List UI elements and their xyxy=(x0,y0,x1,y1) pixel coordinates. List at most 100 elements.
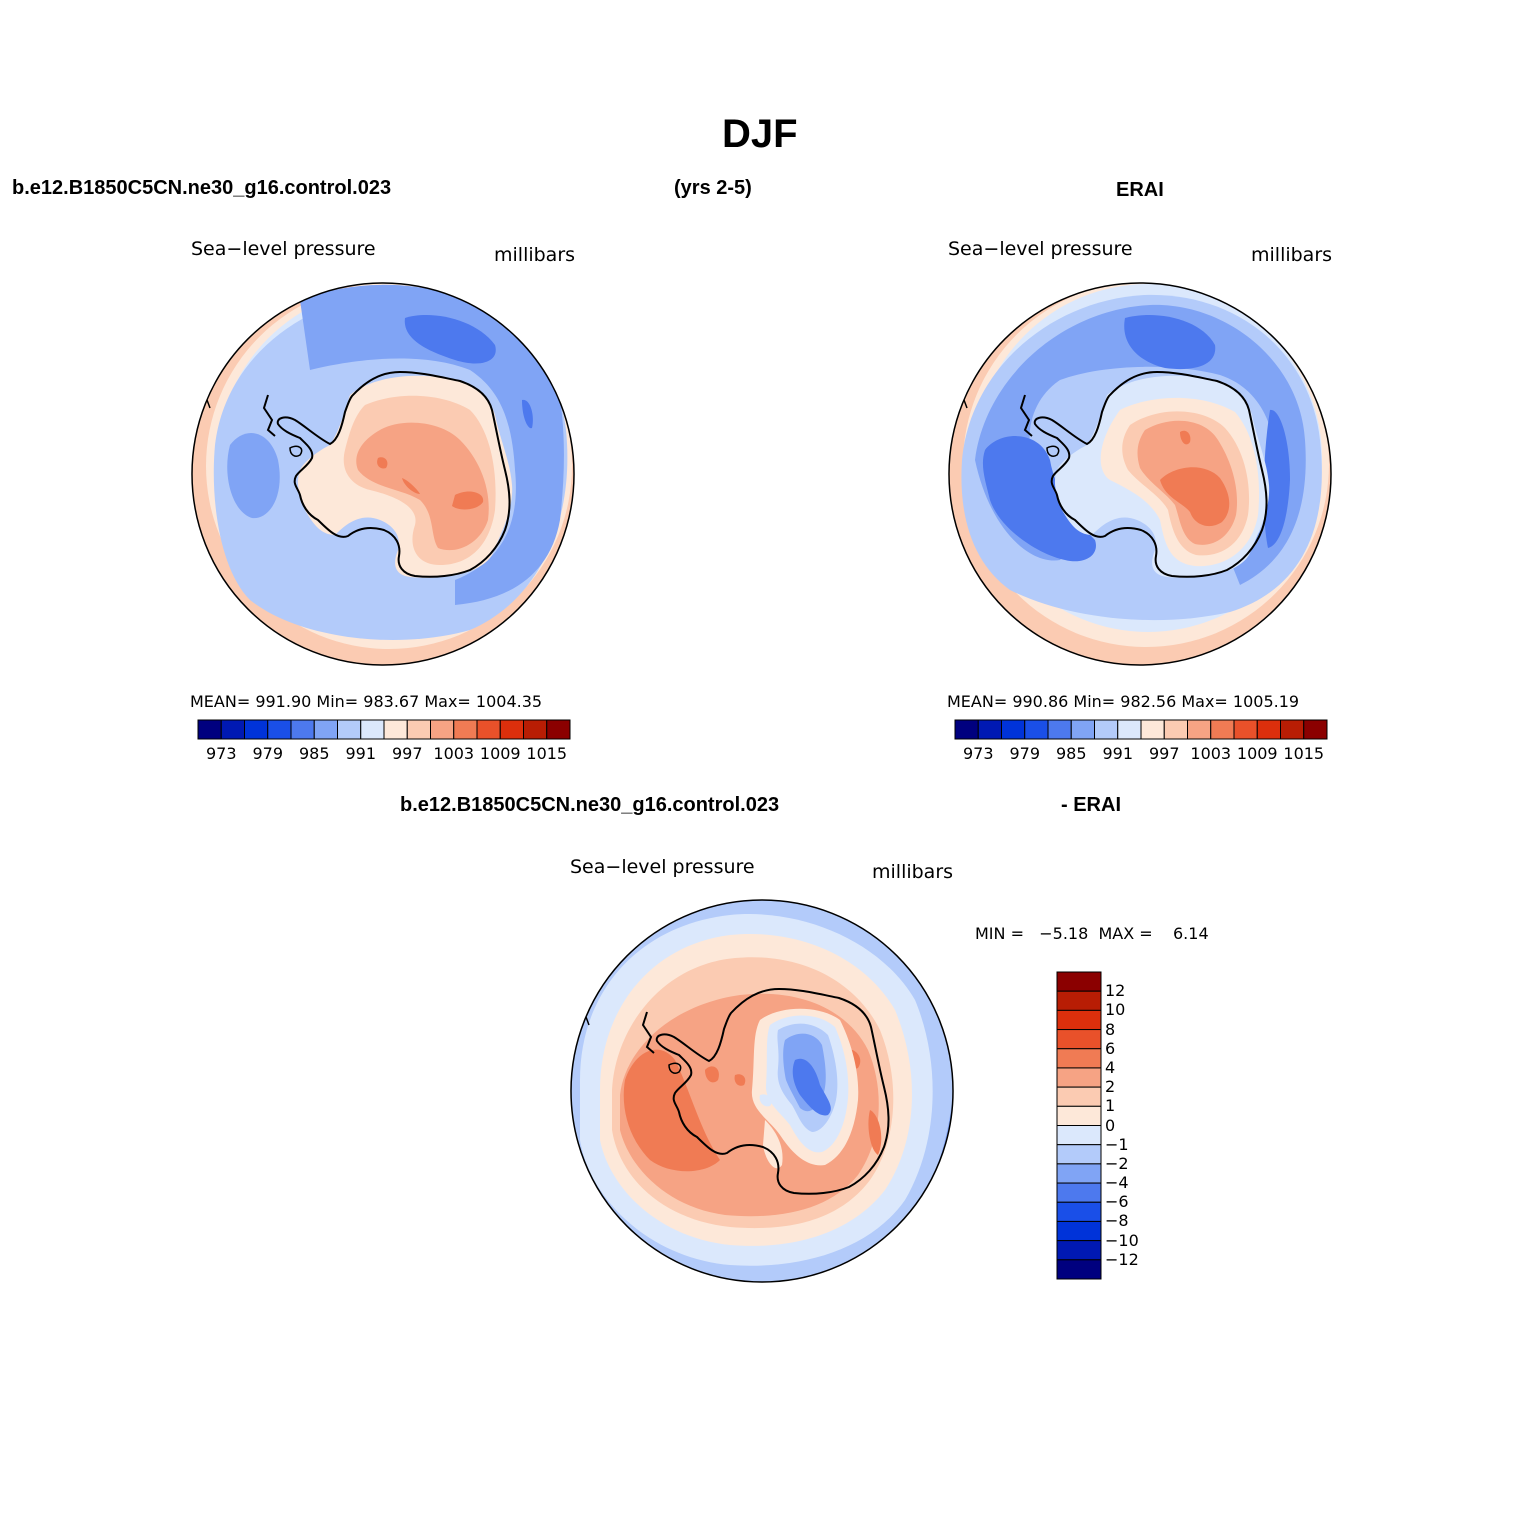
diff-colorbar-swatch xyxy=(1056,1067,1102,1088)
diff-colorbar-tick-label: 8 xyxy=(1105,1019,1116,1039)
obs-variable-label: Sea−level pressure xyxy=(948,238,1133,260)
diff-colorbar-tick-label: −10 xyxy=(1105,1230,1139,1250)
model-units-label: millibars xyxy=(494,244,576,266)
model-variable-label: Sea−level pressure xyxy=(191,238,376,260)
diff-colorbar-tick-label: −4 xyxy=(1105,1173,1129,1193)
obs-units-label: millibars xyxy=(1251,244,1333,266)
obs-colorbar-tick-label: 991 xyxy=(1102,744,1134,763)
obs-stats: MEAN= 990.86 Min= 982.56 Max= 1005.19 xyxy=(947,692,1300,711)
model-colorbar-tick-label: 1009 xyxy=(479,744,521,763)
diff-colorbar-tick-label: 1 xyxy=(1105,1096,1116,1116)
model-colorbar-swatch xyxy=(406,719,431,740)
model-colorbar-swatch xyxy=(290,719,315,740)
model-colorbar-swatch xyxy=(267,719,292,740)
model-colorbar-tick-label: 973 xyxy=(205,744,237,763)
obs-colorbar-swatch xyxy=(1210,719,1235,740)
diff-colorbar-tick-label: −12 xyxy=(1105,1249,1139,1269)
model-colorbar-swatch xyxy=(499,719,524,740)
model-colorbar-swatch xyxy=(313,719,338,740)
model-colorbar-swatch xyxy=(383,719,408,740)
diff-colorbar-swatch xyxy=(1056,1220,1102,1242)
model-map xyxy=(192,283,574,665)
diff-colorbar-tick-label: 6 xyxy=(1105,1038,1116,1058)
diff-colorbar-tick-label: −1 xyxy=(1105,1134,1129,1154)
diff-units-label: millibars xyxy=(872,861,954,883)
model-colorbar-swatch xyxy=(244,719,269,740)
diff-colorbar-tick-label: 2 xyxy=(1105,1077,1116,1097)
diff-colorbar-swatch xyxy=(1056,971,1102,992)
diff-variable-label: Sea−level pressure xyxy=(570,856,755,878)
diff-colorbar-swatch xyxy=(1056,1105,1102,1126)
diff-colorbar-swatch xyxy=(1056,990,1102,1011)
diff-colorbar-tick-label: 10 xyxy=(1105,1000,1126,1020)
obs-colorbar-swatch xyxy=(1233,719,1258,740)
model-stats: MEAN= 991.90 Min= 983.67 Max= 1004.35 xyxy=(190,692,543,711)
obs-colorbar-tick-label: 985 xyxy=(1055,744,1087,763)
years-header: (yrs 2-5) xyxy=(674,177,752,199)
obs-colorbar-swatch xyxy=(1303,719,1328,740)
model-colorbar-swatch xyxy=(546,719,571,740)
obs-colorbar-tick-label: 979 xyxy=(1009,744,1041,763)
obs-colorbar-tick-label: 1009 xyxy=(1236,744,1278,763)
diff-colorbar-swatch xyxy=(1056,1182,1102,1203)
model-colorbar-swatch xyxy=(453,719,478,740)
model-colorbar-tick-label: 1015 xyxy=(526,744,568,763)
obs-colorbar-swatch xyxy=(1280,719,1305,740)
case-name-header: b.e12.B1850C5CN.ne30_g16.control.023 xyxy=(12,177,392,199)
diff-colorbar-tick-label: 0 xyxy=(1105,1115,1116,1135)
diff-colorbar-tick-label: −6 xyxy=(1105,1192,1129,1212)
obs-map xyxy=(949,283,1331,665)
diff-colorbar-tick-label: −2 xyxy=(1105,1153,1129,1173)
diff-colorbar-tick-label: 12 xyxy=(1105,981,1126,1001)
obs-colorbar-tick-label: 997 xyxy=(1148,744,1180,763)
obs-colorbar-swatch xyxy=(1024,719,1049,740)
diff-colorbar-tick-label: 4 xyxy=(1105,1057,1116,1077)
model-colorbar-swatch xyxy=(476,719,501,740)
diff-case-header: b.e12.B1850C5CN.ne30_g16.control.023 xyxy=(400,794,780,816)
model-colorbar xyxy=(197,719,571,740)
obs-colorbar-swatch xyxy=(1187,719,1212,740)
model-colorbar-tick-label: 991 xyxy=(345,744,377,763)
obs-colorbar-tick-label: 1003 xyxy=(1190,744,1232,763)
diff-colorbar-swatch xyxy=(1056,1144,1102,1165)
diff-colorbar-swatch xyxy=(1056,1240,1102,1261)
diff-stats: MIN = −5.18 MAX = 6.14 xyxy=(975,924,1209,943)
diff-map xyxy=(571,900,953,1282)
model-colorbar-swatch xyxy=(337,719,362,740)
model-colorbar-swatch xyxy=(197,719,222,740)
obs-colorbar-swatch xyxy=(1163,719,1188,740)
obs-colorbar-tick-label: 1015 xyxy=(1283,744,1325,763)
model-colorbar-tick-label: 1003 xyxy=(433,744,475,763)
model-colorbar-tick-label: 979 xyxy=(252,744,284,763)
obs-colorbar-swatch xyxy=(1047,719,1072,740)
model-colorbar-swatch xyxy=(430,719,455,740)
diff-colorbar-swatch xyxy=(1056,1201,1102,1222)
obs-colorbar-swatch xyxy=(1256,719,1281,740)
diff-colorbar-swatch xyxy=(1056,1029,1102,1050)
diff-colorbar-swatch xyxy=(1056,1259,1102,1280)
model-colorbar-swatch xyxy=(523,719,548,740)
diff-colorbar xyxy=(1056,971,1102,1280)
model-colorbar-swatch xyxy=(360,719,385,740)
obs-colorbar-swatch xyxy=(1070,719,1095,740)
diff-colorbar-swatch xyxy=(1056,1163,1102,1184)
diff-colorbar-swatch xyxy=(1056,1125,1102,1146)
obs-colorbar xyxy=(954,719,1328,740)
model-colorbar-tick-label: 997 xyxy=(391,744,423,763)
diff-colorbar-tick-label: −8 xyxy=(1105,1211,1129,1231)
obs-colorbar-swatch xyxy=(1094,719,1119,740)
diff-colorbar-swatch xyxy=(1056,1048,1102,1069)
obs-colorbar-swatch xyxy=(1140,719,1165,740)
obs-colorbar-tick-label: 973 xyxy=(962,744,994,763)
diff-colorbar-swatch xyxy=(1056,1086,1102,1107)
model-colorbar-swatch xyxy=(220,719,245,740)
diff-obs-header: - ERAI xyxy=(1061,794,1121,816)
obs-colorbar-swatch xyxy=(954,719,979,740)
obs-name-header: ERAI xyxy=(1116,179,1164,201)
obs-colorbar-swatch xyxy=(1117,719,1142,740)
obs-colorbar-swatch xyxy=(1001,719,1026,740)
diff-colorbar-swatch xyxy=(1056,1009,1102,1031)
obs-colorbar-swatch xyxy=(977,719,1002,740)
